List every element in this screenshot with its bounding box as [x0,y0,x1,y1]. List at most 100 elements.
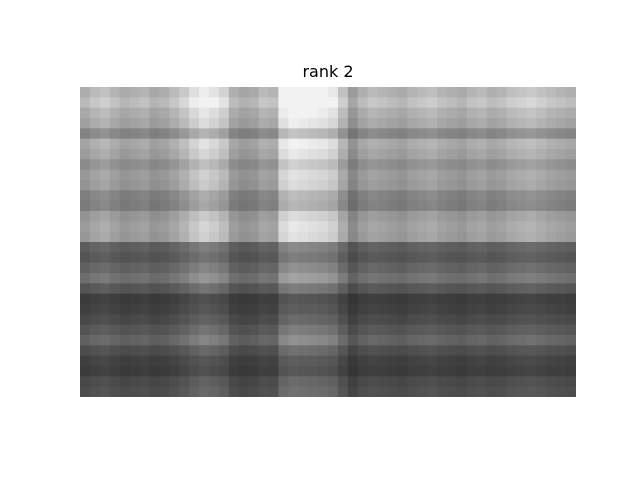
image-cell [199,293,210,305]
image-cell [486,304,498,315]
image-cell [536,107,547,119]
image-cell [486,262,498,274]
image-cell [556,190,567,202]
image-cell [357,304,369,315]
image-cell [397,314,408,326]
image-cell [278,355,289,367]
image-cell [367,293,379,305]
image-cell [516,159,527,171]
image-cell [516,314,527,326]
image-cell [387,242,399,253]
image-cell [466,200,478,212]
image-cell [99,273,111,284]
image-cell [99,190,111,202]
image-cell [476,293,488,305]
image-cell [337,376,349,388]
image-cell [526,304,537,315]
image-cell [80,252,91,264]
image-cell [119,118,131,129]
image-cell [367,107,379,119]
image-cell [208,128,220,140]
image-cell [109,107,121,119]
image-cell [377,355,389,367]
image-cell [397,159,408,171]
image-cell [179,376,190,388]
image-cell [546,386,557,397]
image-cell [367,273,379,284]
image-cell [466,138,478,150]
image-cell [456,304,468,315]
image-cell [179,180,190,191]
image-cell [397,293,408,305]
image-cell [387,355,399,367]
image-cell [437,324,448,336]
image-cell [387,107,399,119]
image-cell [308,190,319,202]
image-cell [328,293,339,305]
image-cell [129,386,141,397]
image-cell [129,169,141,181]
image-cell [367,169,379,181]
image-cell [199,376,210,388]
image-cell [308,262,319,274]
image-cell [169,304,180,315]
image-cell [387,221,399,233]
image-cell [288,386,299,397]
image-cell [199,138,210,150]
image-cell [139,200,151,212]
image-cell [80,169,91,181]
image-cell [328,149,339,160]
image-cell [288,376,299,388]
image-cell [318,293,329,305]
image-cell [466,221,478,233]
image-cell [328,283,339,295]
image-cell [427,211,438,222]
image-cell [516,345,527,357]
image-cell [536,87,547,98]
image-cell [278,190,289,202]
image-cell [109,304,121,315]
image-cell [526,314,537,326]
image-cell [218,118,230,129]
image-cell [546,304,557,315]
image-cell [288,293,299,305]
image-cell [318,262,329,274]
image-cell [179,304,190,315]
image-cell [228,345,240,357]
image-cell [228,159,240,171]
image-cell [238,221,250,233]
image-cell [476,231,488,243]
image-cell [417,283,428,295]
image-cell [447,128,458,140]
image-cell [437,190,448,202]
image-cell [556,293,567,305]
image-cell [109,190,121,202]
image-cell [506,283,518,295]
image-cell [189,159,200,171]
image-cell [139,304,151,315]
image-cell [248,242,260,253]
image-cell [308,211,319,222]
image-cell [149,324,160,336]
image-cell [179,149,190,160]
image-cell [456,252,468,264]
image-cell [516,304,527,315]
image-cell [179,314,190,326]
image-cell [298,190,309,202]
image-cell [417,159,428,171]
image-cell [248,180,260,191]
image-cell [347,355,359,367]
image-cell [476,304,488,315]
image-cell [218,262,230,274]
image-cell [447,97,458,109]
image-cell [387,138,399,150]
image-cell [407,221,418,233]
image-cell [139,149,151,160]
image-cell [456,262,468,274]
image-cell [407,231,418,243]
image-cell [447,149,458,160]
image-cell [337,169,349,181]
image-cell [318,149,329,160]
image-cell [456,169,468,181]
image-cell [119,128,131,140]
